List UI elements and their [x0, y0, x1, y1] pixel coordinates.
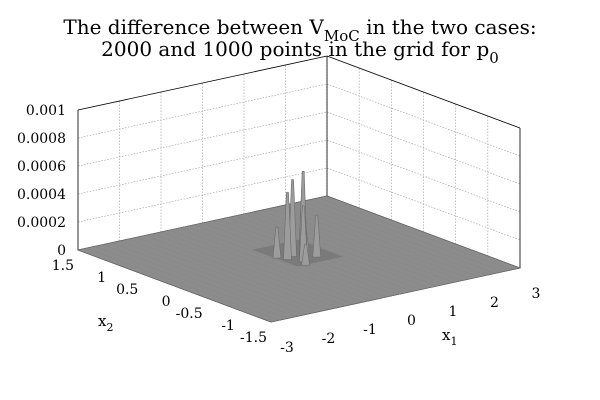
peak-spike	[272, 227, 282, 259]
peak-spike	[283, 192, 292, 260]
y-tick-label: 1.5	[52, 258, 74, 274]
surface-mesh-line	[293, 203, 487, 276]
z-grid-line	[77, 83, 521, 157]
surface-mesh-line	[235, 215, 429, 288]
surface-mesh-line	[243, 213, 438, 287]
x-tick-label: 1	[449, 304, 458, 320]
surface-mesh-line	[94, 246, 288, 319]
surface-mesh-line	[277, 206, 471, 279]
x-tick-label: -3	[280, 340, 294, 356]
y-tick-label: -1.5	[240, 330, 267, 346]
y-tick-label: -1	[221, 318, 235, 334]
y-axis-label: x2	[98, 312, 113, 334]
surface-mesh-line	[86, 248, 280, 321]
peak-spike	[312, 214, 322, 258]
x-tick-label: 0	[407, 313, 416, 329]
surface-mesh-line	[152, 233, 346, 306]
tick-labels: 0 0.0002 0.0004 0.0006 0.0008 0.001 -3 -2 -1 0 1 2 3…	[17, 103, 540, 356]
surface-mesh-line	[160, 231, 355, 305]
surface-mesh-line	[144, 235, 338, 308]
y-tick-label: -0.5	[176, 306, 203, 322]
surface-mesh-line	[136, 237, 330, 310]
z-grid-line	[77, 111, 521, 185]
z-tick-label: 0.0008	[17, 131, 66, 147]
surface-mesh-line	[177, 228, 371, 301]
y-tick-label: 0	[162, 294, 171, 310]
surface-peaks	[272, 171, 322, 266]
surface-mesh-line	[111, 242, 305, 315]
chart-title-line1: The difference between VMoC in the two c…	[63, 15, 536, 45]
frame-edge	[326, 55, 521, 129]
frame-edge	[77, 55, 328, 111]
z-grid-line	[77, 139, 521, 213]
surface-mesh-line	[310, 199, 504, 272]
z-grid-line	[77, 55, 521, 129]
surface-mesh-line	[252, 212, 446, 285]
chart-title-line2: 2000 and 1000 points in the grid for p0	[101, 37, 499, 67]
y-tick-label: 0.5	[116, 282, 138, 298]
y-tick-label: 1	[97, 270, 106, 286]
z-tick-label: 0.0004	[17, 187, 66, 203]
surface-mesh-line	[318, 197, 512, 270]
surface-mesh-line	[127, 239, 321, 312]
x-tick-label: 3	[532, 286, 541, 302]
surface-mesh-line	[169, 230, 363, 303]
x-tick-label: -2	[322, 331, 336, 347]
x-axis-label: x1	[442, 326, 457, 348]
z-tick-label: 0.0002	[17, 215, 66, 231]
x-tick-label: 2	[490, 295, 499, 311]
peak-spike	[301, 243, 310, 266]
z-tick-label: 0.001	[26, 103, 66, 119]
surface-mesh-line	[185, 226, 379, 299]
surface-mesh-line	[102, 244, 296, 317]
z-tick-label: 0.0006	[17, 159, 66, 175]
x-tick-label: -1	[363, 322, 377, 338]
z-tick-label: 0	[57, 243, 66, 259]
surface-mesh-line	[302, 201, 496, 274]
surface-mesh-line	[119, 240, 313, 314]
surface-floor	[76, 195, 522, 323]
